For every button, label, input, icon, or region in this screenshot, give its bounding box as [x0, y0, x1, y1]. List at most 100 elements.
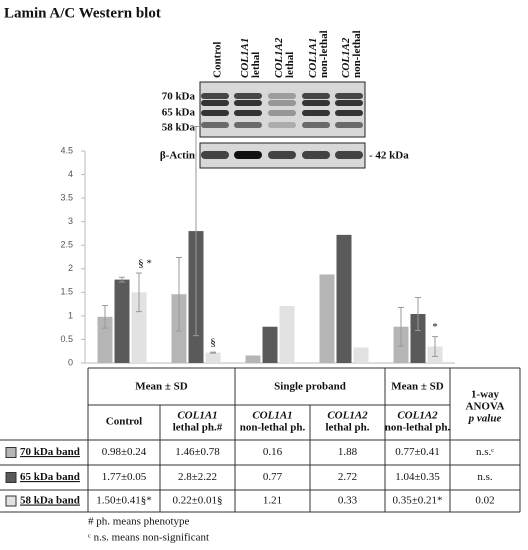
- table-cell: 0.33: [338, 495, 358, 507]
- actin-band: [268, 151, 296, 159]
- figure-title: Lamin A/C Western blot: [4, 5, 161, 21]
- table-header: Mean ± SD: [391, 381, 444, 393]
- table-header: Mean ± SD: [135, 381, 188, 393]
- error-bar: [136, 272, 142, 313]
- blot-band: [302, 93, 330, 99]
- marker-label: 58 kDa: [162, 122, 196, 134]
- actin-band: [234, 151, 262, 159]
- lane-label: lethal: [284, 52, 296, 78]
- lane-label: lethal: [250, 52, 262, 78]
- blot-band: [201, 122, 229, 128]
- blot-band: [335, 110, 363, 116]
- y-tick-label: 4.5: [60, 145, 73, 155]
- blot-band: [234, 122, 262, 128]
- y-tick-label: 1: [68, 310, 73, 320]
- table-header: 1-way: [471, 389, 500, 401]
- actin-band: [201, 151, 229, 159]
- actin-label: β-Actin: [160, 150, 195, 162]
- annotation: § *: [138, 258, 152, 270]
- legend-swatch: [5, 495, 17, 507]
- legend-swatch: [5, 447, 17, 458]
- lane-label: COL1A1: [239, 38, 251, 78]
- y-tick-label: 0.5: [60, 334, 73, 344]
- table-subheader: COL1A2: [397, 410, 438, 422]
- blot-band: [234, 93, 262, 99]
- table-cell: 0.16: [263, 446, 283, 458]
- table-header: p value: [468, 413, 502, 425]
- y-tick-label: 0: [68, 357, 73, 367]
- lane-label: COL1A1: [307, 38, 319, 78]
- bar: [97, 316, 113, 363]
- table-cell: 0.35±0.21*: [392, 495, 442, 507]
- lane-label: COL1A2: [273, 37, 285, 78]
- table-cell: 1.46±0.78: [175, 446, 220, 458]
- error-bar: [176, 256, 182, 332]
- blot-band: [302, 100, 330, 106]
- blot-band: [268, 93, 296, 99]
- annotation: *: [432, 321, 438, 333]
- marker-label: 70 kDa: [162, 91, 196, 103]
- footnote: ᶜ n.s. means non-significant: [88, 532, 209, 544]
- bar: [353, 347, 369, 363]
- table-subheader: COL1A1: [177, 410, 217, 422]
- lane-label: non-lethal: [318, 30, 330, 78]
- blot-band: [335, 93, 363, 99]
- y-tick-label: 3.5: [60, 192, 73, 202]
- lane-label: non-lethal: [351, 30, 363, 78]
- table-subheader: non-lethal ph.: [385, 422, 451, 434]
- bar: [262, 326, 278, 363]
- footnote: # ph. means phenotype: [88, 516, 190, 528]
- actin-band: [335, 151, 363, 159]
- table-subheader: lethal ph.#: [173, 422, 223, 434]
- bar: [410, 314, 426, 363]
- table-cell: 2.72: [338, 471, 357, 483]
- bar: [279, 305, 295, 363]
- actin-band: [302, 151, 330, 159]
- table-subheader: lethal ph.: [325, 422, 369, 434]
- legend-label: 70 kDa band: [20, 446, 80, 458]
- error-bar: [415, 297, 421, 331]
- legend-swatch: [5, 472, 17, 483]
- table-header: Single proband: [274, 381, 346, 393]
- blot-band: [335, 100, 363, 106]
- blot-band: [268, 100, 296, 106]
- y-tick-label: 2: [68, 263, 73, 273]
- table-cell: 0.77±0.41: [395, 446, 440, 458]
- table-cell: 1.77±0.05: [102, 471, 147, 483]
- bar: [131, 292, 147, 363]
- blot-band: [268, 110, 296, 116]
- blot-image: [199, 81, 366, 138]
- blot-band: [302, 122, 330, 128]
- marker-label: 65 kDa: [162, 107, 196, 119]
- table-cell: 0.22±0.01§: [172, 495, 222, 507]
- table-cell: 2.8±2.22: [178, 471, 217, 483]
- table-cell: 0.77: [263, 471, 283, 483]
- blot-band: [268, 122, 296, 128]
- error-bar: [432, 336, 438, 357]
- error-bar: [210, 351, 216, 354]
- table-subheader: non-lethal ph.: [240, 422, 306, 434]
- actin-size: - 42 kDa: [369, 150, 409, 162]
- table-cell: 1.21: [263, 495, 282, 507]
- error-bar: [102, 305, 108, 329]
- bar: [205, 352, 221, 363]
- table-subheader: Control: [106, 416, 142, 428]
- y-tick-label: 2.5: [60, 240, 73, 250]
- blot-band: [201, 110, 229, 116]
- blot-band: [201, 93, 229, 99]
- legend-label: 65 kDa band: [20, 471, 80, 483]
- blot-band: [234, 100, 262, 106]
- bar: [245, 355, 261, 363]
- table-cell: 0.98±0.24: [102, 446, 147, 458]
- y-tick-label: 1.5: [60, 287, 73, 297]
- error-bar: [398, 306, 404, 347]
- blot-band: [234, 110, 262, 116]
- table-cell: 1.88: [338, 446, 358, 458]
- blot-band: [201, 100, 229, 106]
- table-subheader: COL1A1: [252, 410, 292, 422]
- y-tick-label: 4: [68, 169, 73, 179]
- bar: [114, 279, 130, 363]
- table-cell: 0.02: [475, 495, 494, 507]
- blot-band: [335, 122, 363, 128]
